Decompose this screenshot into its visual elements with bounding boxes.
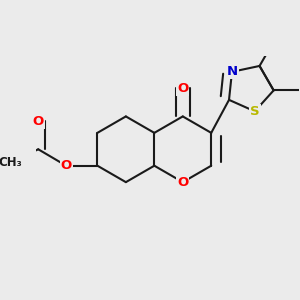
Text: CH₃: CH₃ — [0, 156, 22, 169]
Text: N: N — [226, 65, 238, 78]
Text: O: O — [33, 115, 44, 128]
Text: O: O — [177, 176, 188, 189]
Text: O: O — [61, 159, 72, 172]
Text: S: S — [250, 105, 260, 118]
Text: O: O — [177, 82, 188, 95]
